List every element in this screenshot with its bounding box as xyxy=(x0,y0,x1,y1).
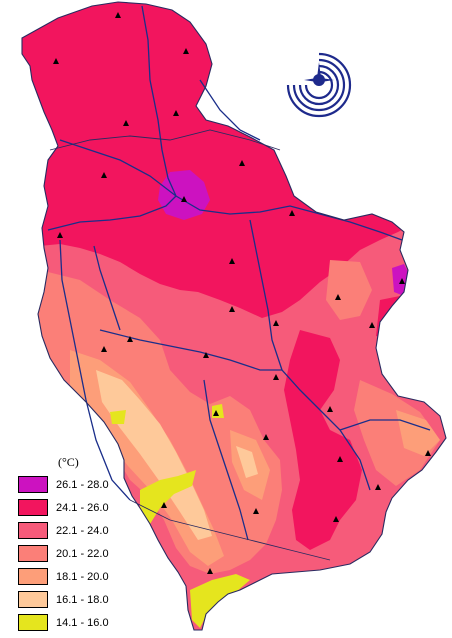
station-marker xyxy=(229,258,235,264)
legend-label: 16.1 - 18.0 xyxy=(56,593,109,606)
station-marker xyxy=(173,110,179,116)
river-network xyxy=(47,5,431,541)
legend-label: 18.1 - 20.0 xyxy=(56,570,109,583)
zone-20-22-west xyxy=(38,270,282,574)
legend-row: 20.1 - 22.0 xyxy=(18,542,138,565)
legend-row: 18.1 - 20.0 xyxy=(18,565,138,588)
river-zapadna-morava xyxy=(99,329,282,371)
legend: (°C) 26.1 - 28.0 24.1 - 26.0 22.1 - 24.0… xyxy=(18,455,138,634)
station-marker xyxy=(333,516,339,522)
station-marker xyxy=(123,120,129,126)
station-marker xyxy=(213,410,219,416)
legend-swatch xyxy=(18,568,48,585)
legend-row: 26.1 - 28.0 xyxy=(18,473,138,496)
zone-18-20-southeast xyxy=(396,410,440,456)
river-canal-north xyxy=(199,79,261,141)
legend-swatch xyxy=(18,499,48,516)
station-marker xyxy=(273,374,279,380)
station-marker xyxy=(101,172,107,178)
river-drina xyxy=(59,239,131,501)
station-marker xyxy=(101,346,107,352)
station-marker xyxy=(335,294,341,300)
station-marker xyxy=(115,12,121,18)
station-marker xyxy=(239,160,245,166)
station-marker xyxy=(183,48,189,54)
station-marker xyxy=(181,196,187,202)
river-ibar xyxy=(203,379,249,541)
station-marker xyxy=(57,232,63,238)
station-marker xyxy=(229,306,235,312)
station-marker xyxy=(337,456,343,462)
zone-16-18-center xyxy=(236,446,258,478)
zone-20-22-southeast xyxy=(354,380,440,486)
zone-24-26-east xyxy=(376,296,404,340)
boundary-vojvodina xyxy=(49,129,281,151)
legend-row: 22.1 - 24.0 xyxy=(18,519,138,542)
country-outline xyxy=(21,1,447,631)
legend-label: 26.1 - 28.0 xyxy=(56,478,109,491)
station-marker xyxy=(53,58,59,64)
boundary-south xyxy=(129,499,331,561)
region-boundaries xyxy=(49,129,331,561)
river-sava xyxy=(47,195,177,231)
zone-14-16-south xyxy=(190,574,250,628)
zone-14-16-spot xyxy=(110,410,126,424)
legend-swatch xyxy=(18,476,48,493)
station-marker xyxy=(127,336,133,342)
station-marker xyxy=(207,568,213,574)
station-marker xyxy=(161,502,167,508)
legend-swatch xyxy=(18,591,48,608)
institute-logo-icon xyxy=(286,52,352,118)
legend-row: 16.1 - 18.0 xyxy=(18,588,138,611)
legend-label: 24.1 - 26.0 xyxy=(56,501,109,514)
river-nisava xyxy=(339,419,431,431)
legend-rows: 26.1 - 28.0 24.1 - 26.0 22.1 - 24.0 20.1… xyxy=(18,473,138,634)
legend-label: 22.1 - 24.0 xyxy=(56,524,109,537)
station-marker xyxy=(375,484,381,490)
station-marker xyxy=(289,210,295,216)
station-marker xyxy=(327,406,333,412)
station-marker xyxy=(203,352,209,358)
station-marker xyxy=(399,278,405,284)
station-marker xyxy=(253,508,259,514)
river-tisa xyxy=(141,5,177,197)
legend-label: 14.1 - 16.0 xyxy=(56,616,109,629)
station-marker xyxy=(369,322,375,328)
river-drina-tributary xyxy=(93,245,121,331)
zone-20-22-east-hills xyxy=(326,260,372,320)
zone-24-26-valley xyxy=(284,330,362,550)
legend-label: 20.1 - 22.0 xyxy=(56,547,109,560)
station-marker xyxy=(263,434,269,440)
legend-swatch xyxy=(18,614,48,631)
legend-swatch xyxy=(18,522,48,539)
station-marker xyxy=(273,320,279,326)
zone-14-16-sw xyxy=(140,470,196,524)
legend-unit: (°C) xyxy=(58,455,79,469)
weather-stations xyxy=(53,12,431,574)
legend-swatch xyxy=(18,545,48,562)
legend-row: 24.1 - 26.0 xyxy=(18,496,138,519)
legend-row: 14.1 - 16.0 xyxy=(18,611,138,634)
river-danube xyxy=(59,139,403,241)
station-marker xyxy=(425,450,431,456)
